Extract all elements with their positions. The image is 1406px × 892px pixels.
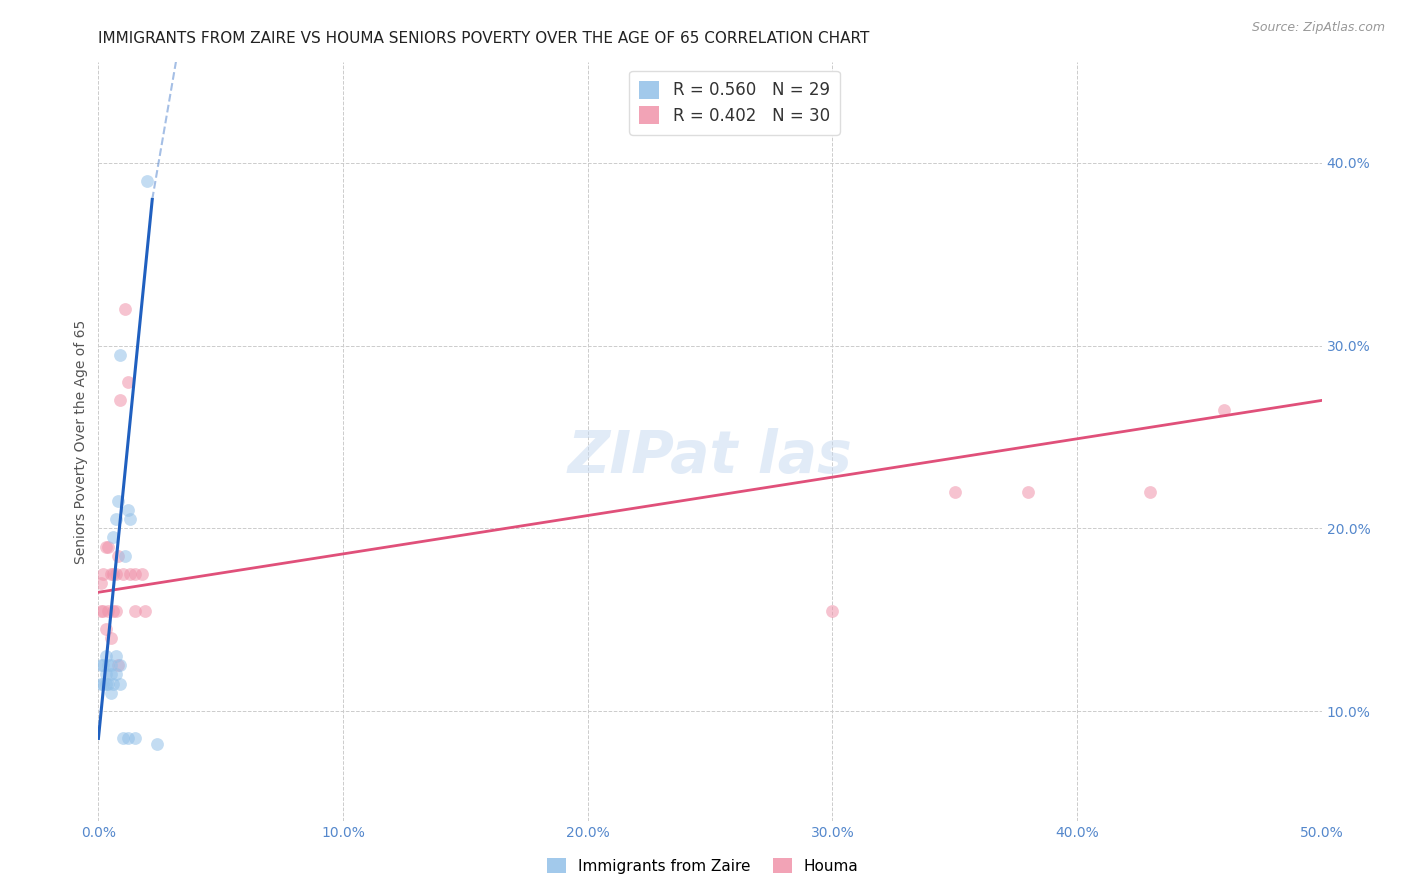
Legend: Immigrants from Zaire, Houma: Immigrants from Zaire, Houma bbox=[541, 852, 865, 880]
Point bbox=[100, 667, 122, 681]
Point bbox=[104, 667, 127, 681]
Point bbox=[821, 603, 844, 617]
Point bbox=[107, 549, 129, 563]
Point bbox=[90, 676, 112, 690]
Point bbox=[136, 174, 159, 188]
Text: IMMIGRANTS FROM ZAIRE VS HOUMA SENIORS POVERTY OVER THE AGE OF 65 CORRELATION CH: IMMIGRANTS FROM ZAIRE VS HOUMA SENIORS P… bbox=[98, 31, 870, 46]
Point bbox=[117, 731, 139, 746]
Point bbox=[117, 375, 139, 389]
Point bbox=[91, 566, 114, 581]
Point bbox=[91, 603, 114, 617]
Point bbox=[97, 658, 120, 673]
Point bbox=[97, 676, 120, 690]
Point bbox=[124, 603, 146, 617]
Point bbox=[104, 512, 127, 526]
Point bbox=[94, 667, 117, 681]
Point bbox=[100, 658, 122, 673]
Point bbox=[101, 603, 124, 617]
Point bbox=[943, 484, 966, 499]
Point bbox=[91, 658, 114, 673]
Point bbox=[97, 603, 120, 617]
Point bbox=[90, 603, 112, 617]
Point bbox=[134, 603, 156, 617]
Point bbox=[110, 393, 132, 408]
Point bbox=[131, 566, 153, 581]
Point bbox=[110, 676, 132, 690]
Point bbox=[111, 566, 134, 581]
Point bbox=[114, 302, 136, 317]
Point bbox=[146, 737, 169, 751]
Point bbox=[124, 566, 146, 581]
Legend: R = 0.560   N = 29, R = 0.402   N = 30: R = 0.560 N = 29, R = 0.402 N = 30 bbox=[630, 70, 839, 135]
Point bbox=[104, 649, 127, 664]
Point bbox=[91, 676, 114, 690]
Point bbox=[100, 686, 122, 700]
Point bbox=[120, 566, 142, 581]
Point bbox=[101, 676, 124, 690]
Point bbox=[97, 540, 120, 554]
Point bbox=[100, 566, 122, 581]
Point bbox=[1139, 484, 1161, 499]
Point bbox=[100, 631, 122, 645]
Text: ZIPat las: ZIPat las bbox=[568, 428, 852, 485]
Text: Source: ZipAtlas.com: Source: ZipAtlas.com bbox=[1251, 21, 1385, 34]
Point bbox=[101, 531, 124, 545]
Y-axis label: Seniors Poverty Over the Age of 65: Seniors Poverty Over the Age of 65 bbox=[75, 319, 89, 564]
Point bbox=[114, 549, 136, 563]
Point bbox=[104, 566, 127, 581]
Point bbox=[90, 576, 112, 591]
Point bbox=[110, 658, 132, 673]
Point bbox=[117, 503, 139, 517]
Point bbox=[94, 649, 117, 664]
Point bbox=[101, 566, 124, 581]
Point bbox=[94, 676, 117, 690]
Point bbox=[90, 658, 112, 673]
Point bbox=[104, 603, 127, 617]
Point bbox=[1212, 402, 1234, 417]
Point bbox=[94, 622, 117, 636]
Point bbox=[107, 494, 129, 508]
Point bbox=[124, 731, 146, 746]
Point bbox=[120, 512, 142, 526]
Point bbox=[107, 658, 129, 673]
Point bbox=[1017, 484, 1039, 499]
Point bbox=[111, 731, 134, 746]
Point bbox=[94, 540, 117, 554]
Point bbox=[110, 348, 132, 362]
